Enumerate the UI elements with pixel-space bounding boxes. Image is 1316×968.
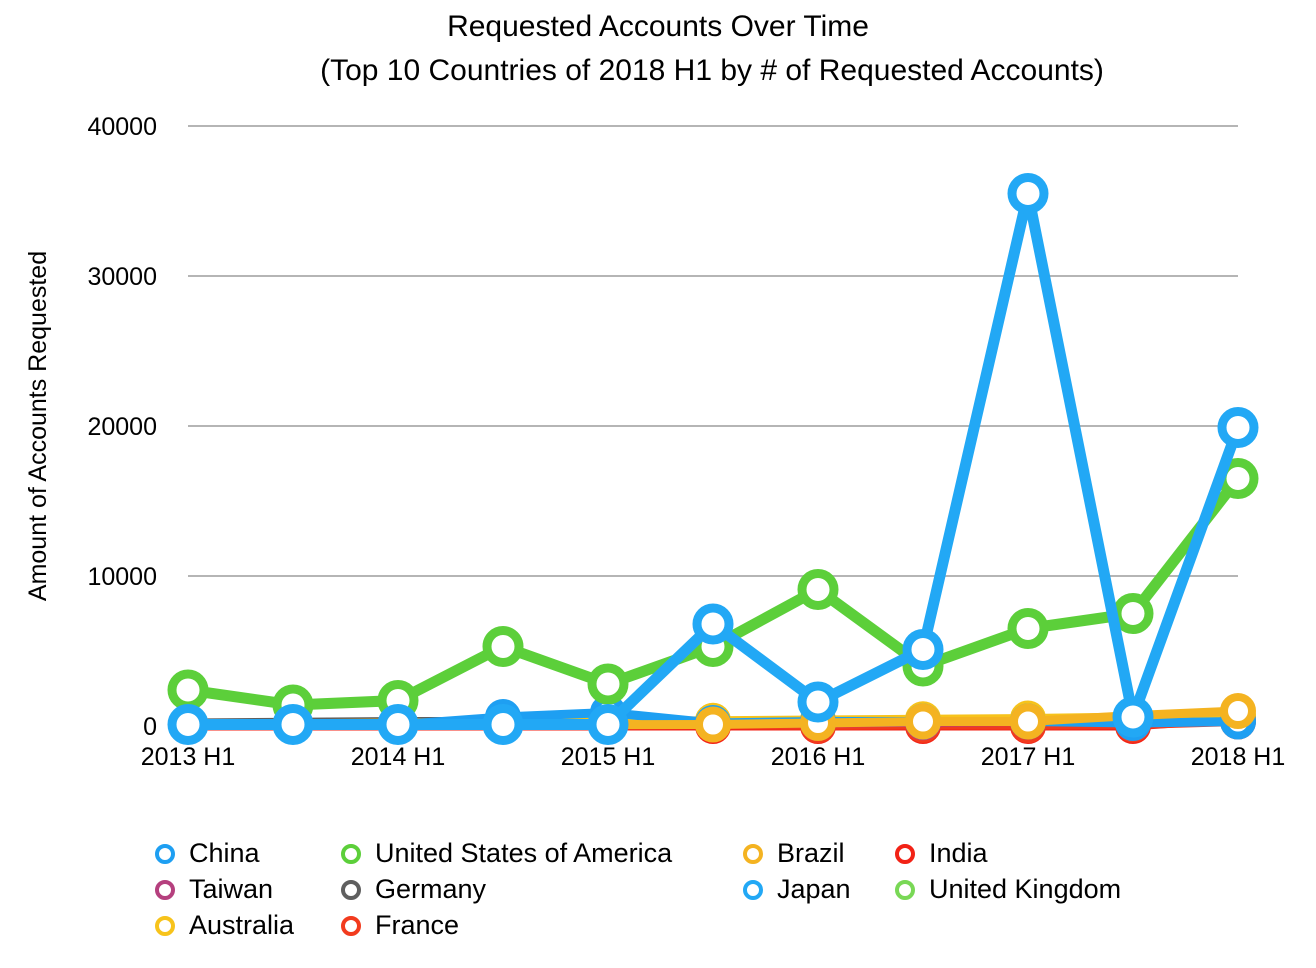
legend-item: Australia	[155, 910, 294, 941]
legend-marker-icon	[743, 843, 763, 864]
legend-item: Germany	[341, 874, 486, 905]
legend-label: China	[189, 838, 260, 868]
data-point	[692, 603, 734, 645]
series-line	[182, 473, 1244, 711]
legend-item: India	[895, 838, 988, 869]
legend-item: United Kingdom	[895, 874, 1121, 905]
legend-marker-icon	[743, 879, 763, 900]
legend-label: France	[375, 910, 460, 940]
legend-label: Germany	[375, 874, 487, 904]
legend-label: Australia	[189, 910, 295, 940]
data-point	[587, 663, 629, 705]
series-japan	[167, 173, 1259, 745]
y-tick-label: 10000	[87, 563, 157, 591]
data-point	[167, 704, 209, 745]
data-point	[377, 704, 419, 745]
data-point	[1217, 407, 1259, 448]
legend-item: Brazil	[743, 838, 845, 869]
data-point	[482, 704, 524, 745]
data-point	[1220, 693, 1256, 729]
data-point	[797, 681, 839, 723]
legend-marker-icon	[895, 879, 915, 900]
data-point	[1010, 703, 1046, 740]
legend-item: China	[155, 838, 260, 869]
legend-label: India	[929, 838, 988, 868]
legend-label: Brazil	[777, 838, 845, 868]
legend-marker-icon	[895, 843, 915, 864]
legend-label: United Kingdom	[929, 874, 1122, 904]
data-point	[797, 569, 839, 610]
y-tick-label: 30000	[87, 263, 157, 291]
y-tick-label: 0	[143, 713, 157, 741]
y-axis-ticks: 0 10000 20000 30000 40000	[87, 113, 157, 741]
legend-marker-icon	[341, 879, 361, 900]
data-point	[1007, 608, 1049, 649]
x-axis-ticks: 2013 H1 2014 H1 2015 H1 2016 H1 2017 H1 2018 …	[141, 743, 1286, 771]
legend-label: United States of America	[375, 838, 673, 868]
x-tick-label: 2017 H1	[981, 743, 1076, 771]
data-point	[272, 704, 314, 745]
series-lines	[167, 173, 1259, 745]
y-tick-label: 40000	[87, 113, 157, 141]
data-point	[902, 629, 944, 670]
data-point	[1007, 173, 1049, 214]
legend-marker-icon	[155, 915, 175, 936]
legend-item: France	[341, 910, 459, 941]
data-point	[167, 669, 209, 711]
legend-marker-icon	[341, 915, 361, 936]
data-point	[482, 626, 524, 667]
legend-marker-icon	[155, 879, 175, 900]
x-tick-label: 2013 H1	[141, 743, 236, 771]
x-tick-label: 2018 H1	[1191, 743, 1286, 771]
data-point	[695, 706, 731, 743]
legend-item: Taiwan	[155, 874, 273, 905]
legend-label: Taiwan	[189, 874, 274, 904]
data-point	[1112, 696, 1154, 738]
data-point	[1112, 593, 1154, 634]
x-tick-label: 2014 H1	[351, 743, 446, 771]
legend-marker-icon	[341, 843, 361, 864]
x-tick-label: 2016 H1	[771, 743, 866, 771]
chart-title: Requested Accounts Over Time	[447, 10, 869, 43]
x-tick-label: 2015 H1	[561, 743, 656, 771]
legend: China Taiwan Australia United States of Ame…	[155, 838, 1205, 958]
legend-item: Japan	[743, 874, 851, 905]
gridlines	[188, 125, 1238, 577]
chart-subtitle: (Top 10 Countries of 2018 H1 by # of Req…	[320, 54, 1104, 87]
data-point	[905, 703, 941, 740]
legend-marker-icon	[155, 843, 175, 864]
y-tick-label: 20000	[87, 413, 157, 441]
data-point	[587, 704, 629, 745]
legend-label: Japan	[777, 874, 851, 904]
y-axis-label: Amount of Accounts Requested	[24, 251, 52, 601]
legend-item: United States of America	[341, 838, 672, 869]
